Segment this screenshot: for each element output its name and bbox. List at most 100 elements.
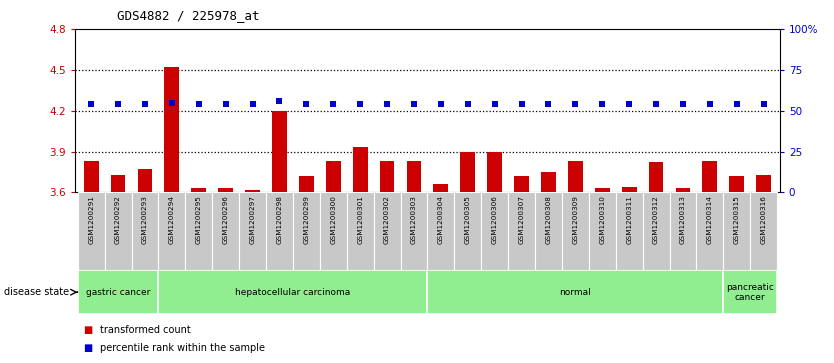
Bar	[427, 192, 455, 270]
Point	[515, 101, 528, 107]
Point	[703, 101, 716, 107]
Bar	[515, 176, 529, 192]
Point	[327, 101, 340, 107]
Bar	[138, 169, 153, 192]
Text: GSM1200307: GSM1200307	[519, 195, 525, 244]
Bar	[696, 192, 723, 270]
Text: GSM1200306: GSM1200306	[492, 195, 498, 244]
Bar	[191, 188, 206, 192]
Text: GSM1200305: GSM1200305	[465, 195, 470, 244]
Bar	[347, 192, 374, 270]
Point	[676, 101, 690, 107]
Bar	[83, 161, 98, 192]
Text: GSM1200308: GSM1200308	[545, 195, 551, 244]
Bar	[245, 190, 260, 192]
Text: GSM1200297: GSM1200297	[249, 195, 255, 244]
Bar	[158, 270, 427, 314]
Point	[84, 101, 98, 107]
Point	[435, 101, 448, 107]
Point	[569, 101, 582, 107]
Bar	[266, 192, 293, 270]
Text: GSM1200310: GSM1200310	[600, 195, 605, 244]
Point	[380, 101, 394, 107]
Bar	[353, 147, 368, 192]
Text: GSM1200292: GSM1200292	[115, 195, 121, 244]
Bar	[455, 192, 481, 270]
Bar	[104, 192, 132, 270]
Bar	[379, 161, 394, 192]
Bar	[670, 192, 696, 270]
Point	[192, 101, 205, 107]
Text: GSM1200298: GSM1200298	[277, 195, 283, 244]
Text: gastric cancer: gastric cancer	[86, 288, 150, 297]
Text: GSM1200309: GSM1200309	[572, 195, 578, 244]
Bar	[212, 192, 239, 270]
Text: GSM1200315: GSM1200315	[734, 195, 740, 244]
Text: percentile rank within the sample: percentile rank within the sample	[100, 343, 265, 353]
Bar	[568, 161, 583, 192]
Bar	[730, 176, 744, 192]
Point	[138, 101, 152, 107]
Text: GSM1200316: GSM1200316	[761, 195, 766, 244]
Point	[730, 101, 743, 107]
Bar	[615, 192, 643, 270]
Point	[757, 101, 771, 107]
Bar	[219, 188, 233, 192]
Bar	[374, 192, 400, 270]
Bar	[562, 192, 589, 270]
Point	[299, 101, 313, 107]
Bar	[78, 270, 158, 314]
Bar	[649, 163, 664, 192]
Text: GSM1200294: GSM1200294	[169, 195, 175, 244]
Bar	[676, 188, 691, 192]
Text: GSM1200299: GSM1200299	[304, 195, 309, 244]
Bar	[293, 192, 319, 270]
Point	[488, 101, 501, 107]
Bar	[299, 176, 314, 192]
Bar	[111, 175, 125, 192]
Text: GSM1200295: GSM1200295	[196, 195, 202, 244]
Bar	[239, 192, 266, 270]
Point	[354, 101, 367, 107]
Bar	[723, 192, 751, 270]
Bar	[751, 192, 777, 270]
Bar	[319, 192, 347, 270]
Bar	[326, 161, 340, 192]
Bar	[185, 192, 212, 270]
Text: GSM1200312: GSM1200312	[653, 195, 659, 244]
Point	[595, 101, 609, 107]
Point	[407, 101, 420, 107]
Text: GSM1200303: GSM1200303	[411, 195, 417, 244]
Bar	[595, 188, 610, 192]
Bar	[702, 161, 717, 192]
Point	[219, 101, 233, 107]
Point	[622, 101, 636, 107]
Text: normal: normal	[560, 288, 591, 297]
Bar	[481, 192, 508, 270]
Point	[273, 98, 286, 104]
Point	[165, 99, 178, 105]
Bar	[132, 192, 158, 270]
Bar	[622, 187, 636, 192]
Text: transformed count: transformed count	[100, 325, 191, 335]
Point	[542, 101, 555, 107]
Point	[246, 101, 259, 107]
Bar	[487, 152, 502, 192]
Text: GSM1200311: GSM1200311	[626, 195, 632, 244]
Text: ■: ■	[83, 343, 93, 353]
Text: hepatocellular carcinoma: hepatocellular carcinoma	[235, 288, 350, 297]
Text: GSM1200313: GSM1200313	[680, 195, 686, 244]
Text: disease state: disease state	[4, 287, 69, 297]
Bar	[427, 270, 723, 314]
Point	[112, 101, 125, 107]
Bar	[508, 192, 535, 270]
Bar	[158, 192, 185, 270]
Bar	[589, 192, 615, 270]
Text: ■: ■	[83, 325, 93, 335]
Bar	[272, 111, 287, 192]
Bar	[78, 192, 104, 270]
Text: GSM1200296: GSM1200296	[223, 195, 229, 244]
Bar	[723, 270, 777, 314]
Bar	[400, 192, 427, 270]
Text: GDS4882 / 225978_at: GDS4882 / 225978_at	[117, 9, 259, 22]
